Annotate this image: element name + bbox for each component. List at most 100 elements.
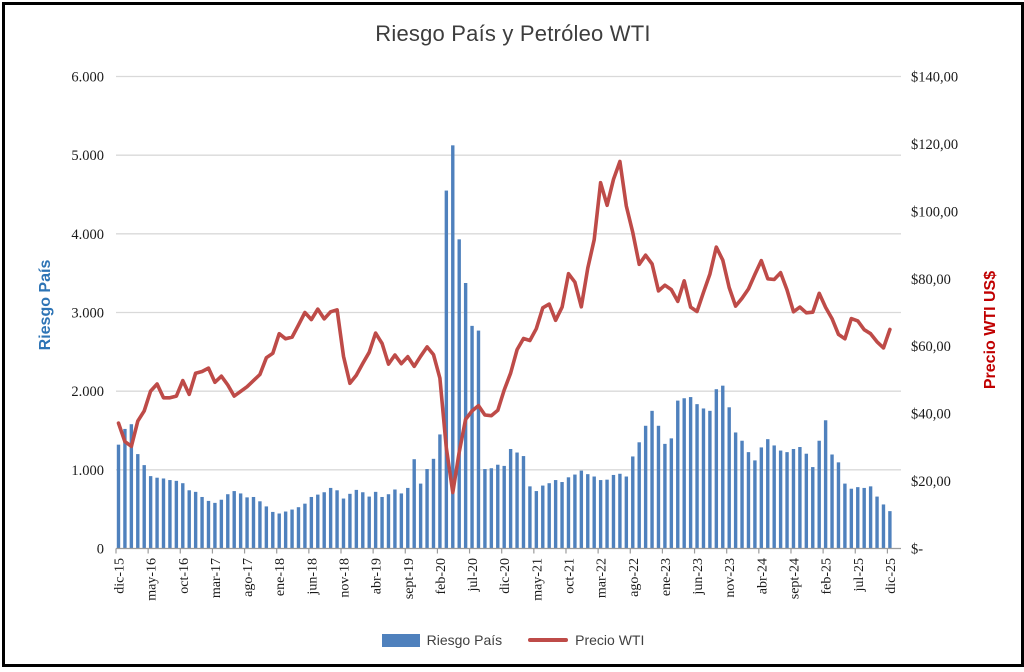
right-axis-tick-label: $20,00: [911, 474, 951, 490]
left-axis-tick-label: 4.000: [71, 227, 104, 243]
riesgo-pais-bar: [669, 438, 674, 549]
riesgo-pais-bar: [406, 487, 410, 549]
riesgo-pais-bar: [245, 497, 249, 549]
legend-item-riesgo-pais: Riesgo País: [381, 632, 502, 648]
riesgo-pais-bar: [733, 432, 738, 549]
riesgo-pais-bar: [817, 440, 821, 549]
riesgo-pais-bar: [361, 492, 365, 549]
right-axis-tick-label: $140,00: [911, 70, 958, 86]
riesgo-pais-bar: [663, 443, 667, 549]
riesgo-pais-bar: [431, 458, 436, 549]
riesgo-pais-bar: [875, 496, 879, 549]
riesgo-pais-bar: [206, 500, 211, 549]
riesgo-pais-bar: [174, 480, 179, 549]
right-axis-tick-label: $100,00: [911, 204, 958, 220]
x-axis-tick-label: jun-18: [305, 558, 320, 596]
legend-label: Precio WTI: [575, 632, 645, 648]
precio-wti-line: [116, 159, 892, 495]
riesgo-pais-bar: [791, 448, 796, 549]
left-axis-tick-label: 6.000: [71, 70, 104, 86]
riesgo-pais-bar: [708, 410, 712, 549]
chart-legend: Riesgo País Precio WTI: [5, 632, 1021, 648]
riesgo-pais-bar: [232, 491, 236, 549]
riesgo-pais-bar: [676, 400, 680, 549]
riesgo-pais-bar: [586, 474, 590, 549]
riesgo-pais-bar: [496, 464, 500, 549]
riesgo-pais-bar: [316, 494, 320, 549]
riesgo-pais-bar: [830, 454, 834, 549]
riesgo-pais-bar: [264, 506, 269, 549]
riesgo-pais-bar: [753, 460, 757, 549]
x-axis-tick-label: ene-23: [659, 558, 674, 596]
riesgo-pais-bar: [740, 440, 744, 549]
riesgo-pais-bar: [412, 459, 416, 549]
x-axis-tick-label: oct-21: [562, 558, 577, 594]
riesgo-pais-bar: [463, 283, 468, 549]
riesgo-pais-bar: [811, 467, 815, 549]
riesgo-pais-bar: [598, 480, 603, 549]
riesgo-pais-bar: [656, 425, 661, 549]
x-axis-tick-label: mar-22: [595, 558, 610, 598]
riesgo-pais-bar: [534, 491, 539, 549]
riesgo-pais-bar: [380, 496, 384, 549]
riesgo-pais-bar: [142, 465, 146, 549]
right-axis-tick-label: $80,00: [911, 272, 951, 288]
chart-title: Riesgo País y Petróleo WTI: [375, 21, 651, 46]
riesgo-pais-bar: [888, 511, 892, 549]
legend-item-precio-wti: Precio WTI: [528, 632, 644, 648]
right-axis-tick-label: $120,00: [911, 137, 958, 153]
x-axis-tick-label: nov-23: [723, 558, 738, 598]
riesgo-pais-bar: [168, 480, 172, 549]
riesgo-pais-bar: [123, 428, 127, 549]
x-axis-tick-label: jul-20: [466, 558, 481, 592]
riesgo-pais-bar: [181, 483, 185, 549]
riesgo-pais-bar: [418, 483, 423, 549]
riesgo-pais-bar: [328, 487, 333, 549]
riesgo-pais-bar: [393, 489, 397, 549]
riesgo-pais-bar: [483, 469, 487, 549]
riesgo-pais-bar: [624, 476, 629, 549]
riesgo-pais-bar: [155, 477, 159, 549]
riesgo-pais-bar: [804, 453, 809, 549]
riesgo-pais-bar: [399, 493, 404, 549]
riesgo-pais-bar: [772, 445, 776, 549]
riesgo-pais-bar: [631, 456, 635, 549]
riesgo-pais-bar: [309, 496, 314, 549]
riesgo-pais-bar: [605, 479, 609, 549]
riesgo-pais-bar: [759, 447, 764, 549]
riesgo-pais-bar: [367, 496, 371, 549]
riesgo-pais-bar: [193, 491, 198, 549]
riesgo-pais-bar: [843, 483, 847, 549]
riesgo-pais-bar: [258, 501, 262, 549]
riesgo-pais-bar: [573, 474, 577, 549]
riesgo-pais-bar: [566, 477, 571, 549]
riesgo-pais-bar: [341, 498, 346, 549]
right-axis-tick-label: $60,00: [911, 339, 951, 355]
riesgo-pais-bar: [444, 190, 449, 549]
riesgo-pais-bar: [701, 408, 706, 549]
riesgo-pais-bar: [579, 470, 584, 549]
riesgo-pais-bar: [881, 504, 886, 549]
riesgo-pais-bar: [592, 476, 596, 549]
riesgo-pais-bar: [438, 434, 442, 549]
riesgo-pais-bar: [386, 494, 391, 549]
riesgo-pais-bar: [129, 424, 134, 549]
riesgo-pais-bar: [373, 491, 378, 549]
line-series-swatch: [528, 638, 569, 642]
riesgo-pais-bar: [682, 398, 686, 549]
riesgo-pais-bar: [200, 496, 204, 549]
riesgo-pais-bar: [303, 503, 307, 549]
riesgo-pais-bar: [553, 480, 558, 549]
riesgo-pais-bar: [637, 442, 641, 549]
riesgo-pais-bar: [746, 452, 751, 549]
riesgo-pais-bar: [425, 469, 429, 549]
x-axis-tick-label: sept-24: [787, 558, 802, 599]
riesgo-pais-bar: [643, 425, 648, 549]
riesgo-pais-bar: [547, 483, 551, 549]
bar-series-swatch: [381, 633, 420, 647]
riesgo-pais-bar: [521, 456, 526, 549]
riesgo-pais-bar: [714, 389, 719, 549]
riesgo-pais-bar: [611, 474, 616, 549]
riesgo-pais-bar: [219, 499, 224, 549]
riesgo-pais-bar: [650, 410, 654, 549]
